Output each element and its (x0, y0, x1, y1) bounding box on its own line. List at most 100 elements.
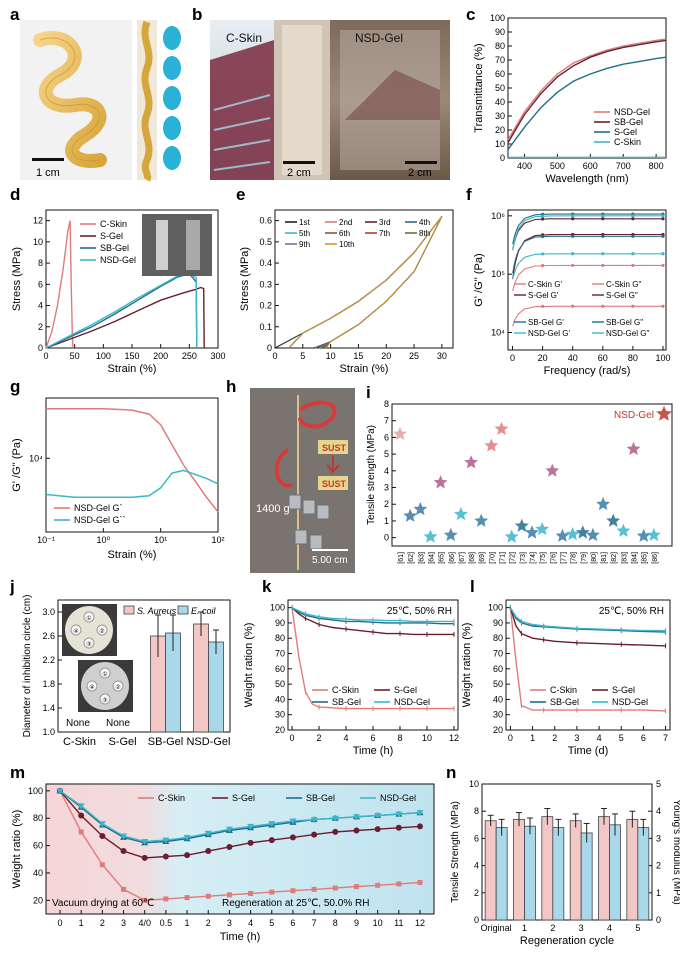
scale-label: 5.00 cm (312, 555, 348, 566)
x-tick-label: 10¹ (154, 535, 167, 545)
series-marker (375, 882, 381, 888)
legend-swatch (123, 605, 135, 615)
legend-entry: S. Aureus (137, 606, 177, 616)
series-line-NSD-Gel (59, 790, 421, 843)
y-tick-label: 60 (495, 69, 505, 79)
x-tick-label: [64] (428, 552, 435, 564)
x-tick-label: [72] (510, 552, 517, 564)
x-tick-label: [84] (632, 552, 639, 564)
series-marker (247, 823, 255, 830)
panel-d-stress-strain: d 0 50 100 150 200 250 300 0 2 4 6 8 10 12 C-Skin S-Gel S… (10, 185, 226, 375)
series-line-NSD-Gel (507, 38, 667, 141)
series-marker (374, 826, 381, 833)
y-tick-label-right: 3 (656, 833, 661, 843)
legend-entry: 2nd (339, 218, 352, 227)
series-marker (571, 252, 575, 256)
data-star (525, 525, 539, 539)
series-marker (268, 837, 275, 844)
x-tick-label: [65] (439, 552, 446, 564)
x-tick-label: 4/0 (138, 918, 151, 928)
sample-disc (112, 680, 124, 692)
series-marker (631, 234, 635, 238)
series-line-NSD-Gel G`` (45, 469, 219, 498)
series-line-S-Gel (509, 607, 666, 647)
y-tick-label: 20 (275, 725, 285, 735)
data-star (443, 527, 458, 542)
y-tick-label: 10⁴ (491, 328, 505, 338)
legend-entry: 3rd (379, 218, 391, 227)
x-tick-label: 7 (663, 733, 668, 743)
y-tick-label: 3 (384, 483, 389, 493)
series-marker (141, 838, 149, 845)
y-tick-label: 40 (33, 868, 43, 878)
x-tick-label: [66] (449, 552, 456, 564)
y-axis-label: Stress (MPa) (239, 247, 251, 311)
dish-number: ③ (102, 697, 107, 704)
sign-bottom: SUST (322, 479, 347, 489)
series-marker (205, 848, 212, 855)
x-tick-label: 3 (227, 918, 232, 928)
none-label-c-skin: None (66, 718, 90, 729)
series-marker (162, 837, 170, 844)
x-tick-label: 0 (508, 733, 513, 743)
series-marker (661, 217, 665, 221)
series-marker (205, 893, 211, 899)
legend-entry: C-Skin (158, 793, 185, 803)
data-star (535, 521, 550, 536)
bar-Tensile Strength (484, 820, 497, 921)
bar-Young's modulus (609, 824, 621, 921)
data-star (585, 527, 600, 542)
series-line-NSD-Gel G' (512, 215, 663, 251)
x-tick-label: Original (481, 923, 512, 933)
x-tick-label: 2 (552, 733, 557, 743)
series-marker (571, 263, 575, 268)
series-marker (247, 839, 254, 846)
series-marker (417, 880, 423, 886)
x-tick-label: 0 (272, 351, 277, 361)
series-line-SB-Gel (507, 39, 667, 143)
y-tick-label: 20 (33, 895, 43, 905)
series-marker (78, 812, 85, 819)
y-tick-label: 90 (495, 27, 505, 37)
series-marker (601, 234, 605, 238)
y-tick-label: 80 (275, 633, 285, 643)
data-star (494, 421, 509, 435)
none-label-s-gel: None (106, 718, 130, 729)
y-tick-label: 100 (490, 13, 505, 23)
series-marker (248, 890, 254, 896)
x-tick-label: SB-Gel (148, 736, 183, 748)
bar-Young's modulus (637, 827, 650, 921)
series-marker (98, 821, 106, 828)
petri-dish (81, 662, 129, 710)
series-line-C-Skin G" (512, 305, 663, 327)
legend-entry: S-Gel (614, 127, 637, 137)
series-marker (631, 304, 635, 308)
legend-entry: E. coil (191, 606, 217, 616)
series-line-SB-Gel (45, 272, 198, 349)
x-tick-label: [78] (571, 552, 578, 564)
x-tick-label: [81] (601, 552, 608, 564)
series-marker (268, 821, 276, 828)
y-tick-label: 30 (495, 111, 505, 121)
x-axis-label: Wavelength (nm) (545, 173, 628, 185)
x-tick-label: 100 (96, 351, 111, 361)
scale-bar (32, 158, 64, 161)
data-star (636, 528, 651, 542)
x-tick-label: 2 (550, 923, 555, 933)
y-tick-label: 4 (474, 861, 479, 871)
series-line-S-Gel G' (512, 233, 663, 279)
series-marker (332, 828, 339, 835)
data-star (514, 518, 529, 532)
data-star (433, 475, 448, 489)
y-tick-label: 0.6 (259, 216, 272, 226)
x-tick-label: 30 (437, 351, 447, 361)
plot-frame (274, 209, 454, 349)
scale-label: 2 cm (408, 167, 432, 179)
plot-frame (45, 397, 219, 533)
x-tick-label: 100 (655, 353, 670, 363)
x-tick-label: 2 (206, 918, 211, 928)
legend-entry: 8th (419, 229, 430, 238)
label-nsd-gel: NSD-Gel (355, 31, 403, 45)
y-axis-label: G' /G'' (Pa) (473, 253, 485, 306)
